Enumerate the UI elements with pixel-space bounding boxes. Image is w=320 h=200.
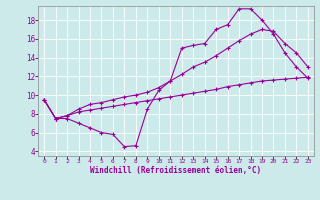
X-axis label: Windchill (Refroidissement éolien,°C): Windchill (Refroidissement éolien,°C) [91,166,261,175]
